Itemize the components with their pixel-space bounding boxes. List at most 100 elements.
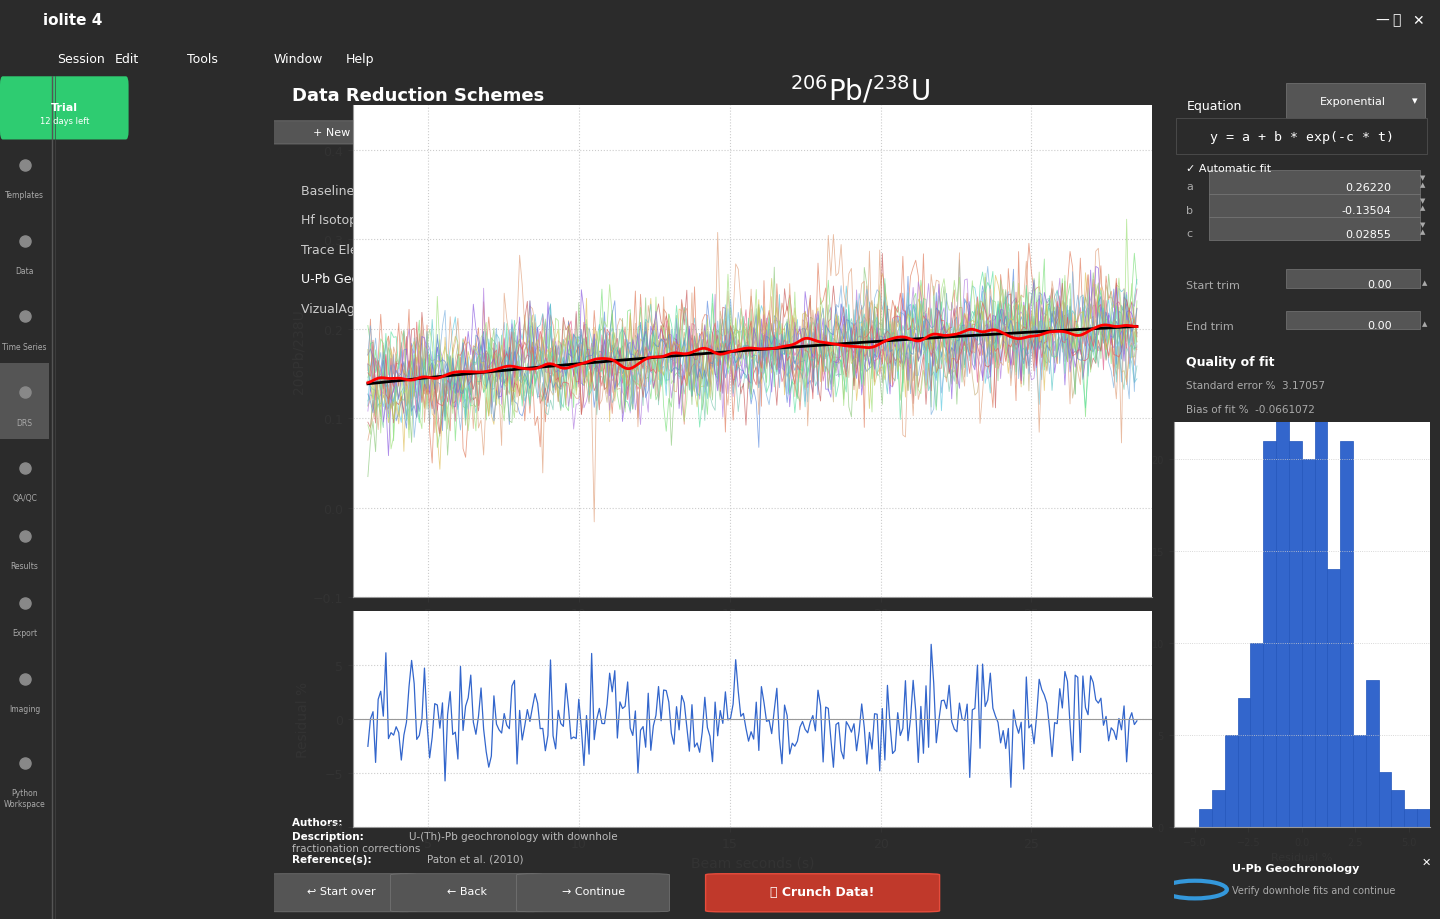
Text: 0.00: 0.00 [1367,279,1391,289]
Text: Equation: Equation [1187,99,1241,113]
Text: U-(Th)-Pb geochronology with downhole: U-(Th)-Pb geochronology with downhole [409,831,618,841]
X-axis label: Beam seconds (s): Beam seconds (s) [691,856,814,869]
Bar [1378,772,1391,827]
Text: Trace Elements: Trace Elements [301,244,396,256]
Text: Authors:: Authors: [291,817,346,827]
Text: Joe Petrus and Bence Paul: Joe Petrus and Bence Paul [382,817,517,827]
FancyBboxPatch shape [1210,171,1420,195]
Text: VizualAge UComPbine: VizualAge UComPbine [301,302,438,315]
Bar [1212,790,1225,827]
Text: Export: Export [12,629,37,638]
FancyBboxPatch shape [1286,270,1420,289]
FancyBboxPatch shape [517,874,670,912]
Text: Edit: Edit [115,52,140,66]
Text: U-Pb Geochronology: U-Pb Geochronology [1233,863,1359,873]
Text: iolite 4: iolite 4 [43,13,102,28]
Text: Data: Data [16,267,35,276]
FancyBboxPatch shape [1176,119,1427,155]
Text: Start trim: Start trim [1187,280,1240,290]
Text: Hf Isotopes: Hf Isotopes [301,214,372,227]
Text: Reference(s):: Reference(s): [291,854,374,864]
Text: ▲: ▲ [1420,182,1426,188]
Text: Trial: Trial [50,103,78,113]
FancyBboxPatch shape [377,121,539,145]
Text: -0.13504: -0.13504 [1342,206,1391,216]
Text: Standard error %  3.17057: Standard error % 3.17057 [1187,380,1325,391]
FancyBboxPatch shape [1210,195,1420,218]
Text: Templates: Templates [6,191,45,199]
Bar [1341,441,1354,827]
Text: Window: Window [274,52,323,66]
Text: Python
Workspace: Python Workspace [4,789,46,808]
Bar [1315,331,1328,827]
Text: Paton et al. (2010): Paton et al. (2010) [426,854,523,864]
Text: fractionation corrections: fractionation corrections [291,843,420,853]
Text: Tools: Tools [187,52,217,66]
Text: ⬜: ⬜ [1392,14,1401,28]
Text: ▼: ▼ [1420,175,1426,181]
Text: QA/QC: QA/QC [12,494,37,503]
Text: —: — [1375,14,1390,28]
X-axis label: Beam seconds (s): Beam seconds (s) [664,626,841,643]
FancyBboxPatch shape [706,874,939,912]
Text: 12 days left: 12 days left [40,117,89,126]
Y-axis label: 206Pb/238U: 206Pb/238U [292,309,305,394]
Text: ▾: ▾ [1411,96,1417,107]
Text: Verify downhole fits and continue: Verify downhole fits and continue [1233,885,1395,895]
Text: $^{206}$Pb/$^{238}$U: $^{206}$Pb/$^{238}$U [791,74,930,106]
Text: 🔴 Crunch Data!: 🔴 Crunch Data! [770,885,874,898]
Bar [1404,809,1417,827]
Bar [1391,790,1404,827]
Text: → Continue: → Continue [562,887,625,896]
Bar [1263,441,1276,827]
Text: Session: Session [58,52,105,66]
Text: ▲: ▲ [1423,321,1427,327]
Text: Available schemes: Available schemes [665,155,782,168]
Text: b: b [1187,205,1194,215]
Text: Data Reduction Schemes: Data Reduction Schemes [291,87,544,105]
Text: 0.26220: 0.26220 [1345,183,1391,193]
Bar [1237,698,1250,827]
Text: ▲: ▲ [1420,205,1426,211]
Text: Help: Help [346,52,374,66]
Text: Baseline Subtract: Baseline Subtract [301,185,412,198]
Bar [1365,680,1378,827]
Text: Bias of fit %  -0.0661072: Bias of fit % -0.0661072 [1187,404,1315,414]
Text: + New: + New [314,129,351,138]
FancyBboxPatch shape [1210,218,1420,241]
X-axis label: Residual %: Residual % [1272,852,1332,862]
Text: ▲: ▲ [1423,279,1427,286]
Bar [1328,570,1341,827]
Text: Results: Results [10,562,39,570]
FancyBboxPatch shape [390,874,544,912]
Text: 0.02855: 0.02855 [1345,230,1391,240]
FancyBboxPatch shape [0,77,128,141]
Bar [1354,735,1365,827]
Text: ✎ Edit: ✎ Edit [557,129,592,138]
Text: Exponential: Exponential [1320,96,1387,107]
Bar [1302,460,1315,827]
Bar [1225,735,1237,827]
Text: DRS: DRS [17,418,33,427]
Text: 0.00: 0.00 [1367,321,1391,331]
Y-axis label: Residual %: Residual % [295,681,310,757]
FancyBboxPatch shape [261,121,405,145]
Text: Time Series: Time Series [3,343,48,351]
Text: ↩ Start over: ↩ Start over [307,887,376,896]
FancyBboxPatch shape [0,363,49,439]
Text: ✓ Automatic fit: ✓ Automatic fit [1187,165,1272,174]
Bar [1276,257,1289,827]
FancyBboxPatch shape [513,121,638,145]
FancyBboxPatch shape [265,874,418,912]
Text: ✕: ✕ [1413,14,1424,28]
Bar [1289,441,1302,827]
FancyBboxPatch shape [1286,84,1424,119]
Text: ▲: ▲ [1420,229,1426,234]
Text: ▼: ▼ [1420,199,1426,204]
Text: a: a [1187,182,1194,192]
Text: c: c [1187,229,1192,239]
Text: Imaging: Imaging [9,704,40,713]
Text: Quality of fit: Quality of fit [1187,355,1274,369]
Text: U-Pb Geochronology: U-Pb Geochronology [301,273,428,286]
Text: ← Back: ← Back [446,887,487,896]
